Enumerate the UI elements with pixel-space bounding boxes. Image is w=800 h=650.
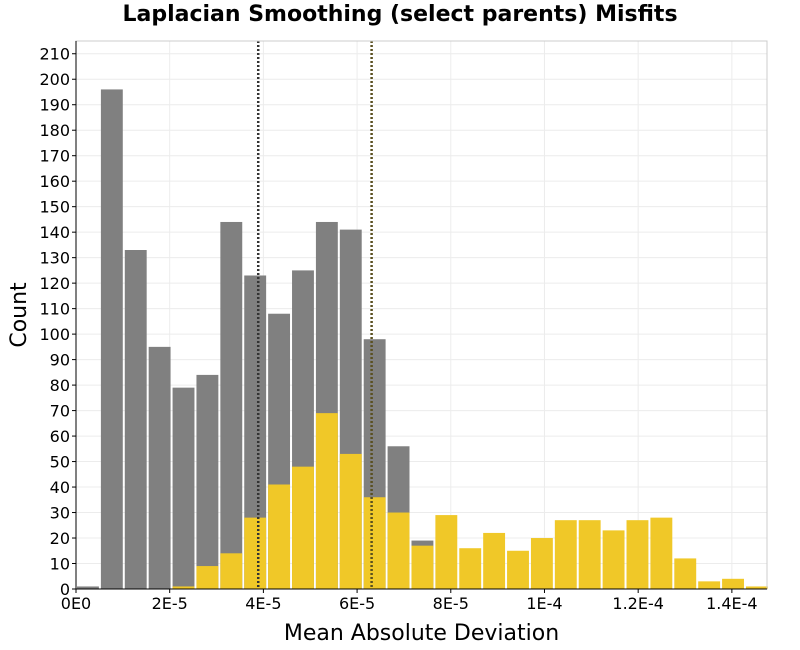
- y-tick-label: 210: [39, 45, 70, 64]
- histogram-bar: [411, 545, 434, 589]
- histogram-bar: [626, 520, 649, 589]
- y-tick-label: 200: [39, 70, 70, 89]
- histogram-bar: [602, 530, 625, 589]
- histogram-bar: [244, 517, 267, 589]
- y-tick-label: 160: [39, 172, 70, 191]
- histogram-bar: [363, 497, 386, 589]
- histogram-bar: [148, 346, 171, 589]
- y-tick-label: 140: [39, 223, 70, 242]
- histogram-bar: [578, 520, 601, 589]
- x-tick-label: 6E-5: [339, 594, 375, 613]
- histogram-bar: [196, 374, 219, 589]
- histogram-bar: [196, 566, 219, 589]
- x-tick-label: 2E-5: [152, 594, 188, 613]
- x-axis-title: Mean Absolute Deviation: [284, 621, 559, 646]
- histogram-bar: [244, 275, 267, 589]
- histogram-bar: [722, 578, 744, 589]
- y-tick-label: 80: [50, 376, 70, 395]
- chart-title: Laplacian Smoothing (select parents) Mis…: [122, 2, 678, 27]
- y-tick-label: 90: [50, 351, 70, 370]
- histogram-bar: [435, 515, 458, 589]
- histogram-bar: [530, 538, 553, 589]
- histogram-bar: [339, 453, 362, 589]
- histogram-bar: [315, 413, 338, 589]
- y-tick-label: 170: [39, 147, 70, 166]
- x-tick-label: 8E-5: [433, 594, 469, 613]
- histogram-bar: [172, 586, 195, 589]
- y-tick-label: 150: [39, 198, 70, 217]
- histogram-bar: [650, 517, 673, 589]
- histogram-bar: [554, 520, 577, 589]
- histogram-bar: [507, 550, 529, 589]
- y-tick-label: 130: [39, 249, 70, 268]
- y-tick-label: 70: [50, 402, 70, 421]
- y-tick-label: 40: [50, 478, 70, 497]
- y-tick-label: 100: [39, 325, 70, 344]
- histogram-bar: [172, 387, 195, 589]
- histogram-bar: [77, 586, 99, 589]
- histogram-bar: [674, 558, 697, 589]
- histogram-bar: [268, 484, 291, 589]
- histogram-bar: [387, 512, 410, 589]
- histogram-bar: [292, 466, 314, 589]
- histogram-bar: [483, 532, 506, 589]
- y-tick-label: 110: [39, 300, 70, 319]
- y-tick-label: 180: [39, 121, 70, 140]
- x-tick-label: 0E0: [61, 594, 91, 613]
- x-tick-label: 1.2E-4: [612, 594, 664, 613]
- histogram-bar: [220, 221, 243, 589]
- y-tick-label: 50: [50, 453, 70, 472]
- histogram-bar: [100, 89, 123, 589]
- histogram-bar: [459, 548, 482, 589]
- y-tick-label: 20: [50, 529, 70, 548]
- histogram-bar: [698, 581, 721, 589]
- x-tick-label: 4E-5: [245, 594, 281, 613]
- histogram-bar: [124, 250, 147, 590]
- histogram-bar: [745, 586, 768, 589]
- histogram-bar: [220, 553, 243, 589]
- y-tick-label: 30: [50, 504, 70, 523]
- y-tick-label: 190: [39, 96, 70, 115]
- y-tick-label: 10: [50, 555, 70, 574]
- y-tick-label: 0: [60, 580, 70, 599]
- x-tick-label: 1E-4: [526, 594, 562, 613]
- x-tick-label: 1.4E-4: [706, 594, 758, 613]
- y-tick-label: 60: [50, 427, 70, 446]
- y-tick-label: 120: [39, 274, 70, 293]
- y-axis-title: Count: [7, 282, 32, 348]
